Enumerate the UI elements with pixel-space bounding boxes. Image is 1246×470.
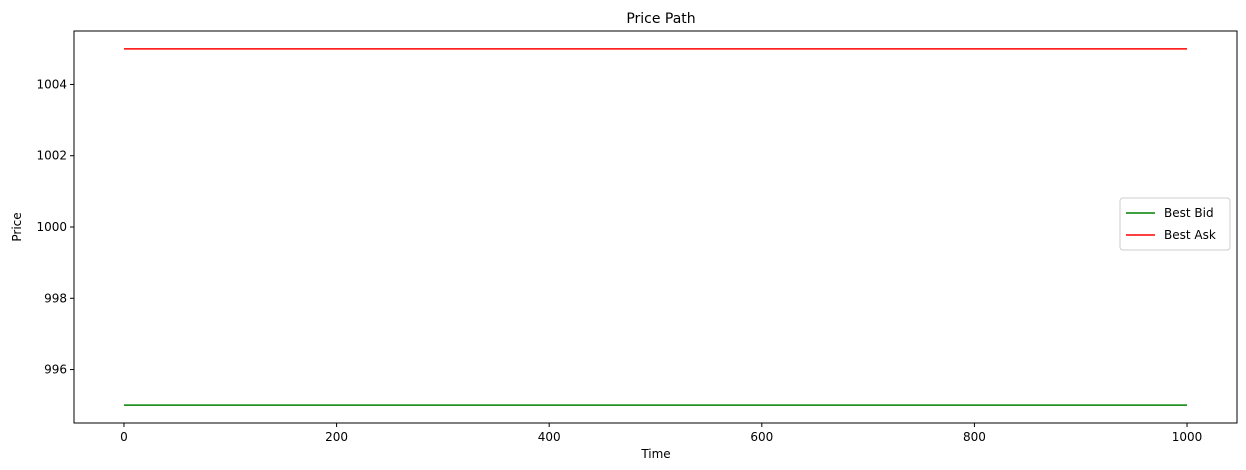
y-tick-label: 1000 — [36, 220, 67, 234]
x-tick-label: 0 — [120, 430, 128, 444]
y-tick-label: 1002 — [36, 149, 67, 163]
x-axis-ticks: 0 200 400 600 800 1000 — [120, 423, 1202, 444]
x-tick-label: 200 — [325, 430, 348, 444]
x-axis-label: Time — [640, 447, 670, 461]
x-tick-label: 600 — [750, 430, 773, 444]
legend-box — [1119, 197, 1231, 251]
legend-label: Best Bid — [1164, 206, 1214, 220]
chart-title: Price Path — [626, 11, 695, 27]
x-tick-label: 400 — [538, 430, 561, 444]
y-axis-label: Price — [10, 212, 24, 241]
y-tick-label: 996 — [44, 363, 67, 377]
series-layer — [123, 48, 1188, 406]
y-axis-ticks: 996 998 1000 1002 1004 — [36, 77, 74, 377]
x-tick-label: 1000 — [1172, 430, 1203, 444]
legend-label: Best Ask — [1164, 228, 1216, 242]
plot-frame — [73, 30, 1238, 424]
y-tick-label: 1004 — [36, 77, 67, 91]
legend: Best Bid Best Ask — [1119, 197, 1231, 251]
y-tick-label: 998 — [44, 291, 67, 305]
x-tick-label: 800 — [963, 430, 986, 444]
